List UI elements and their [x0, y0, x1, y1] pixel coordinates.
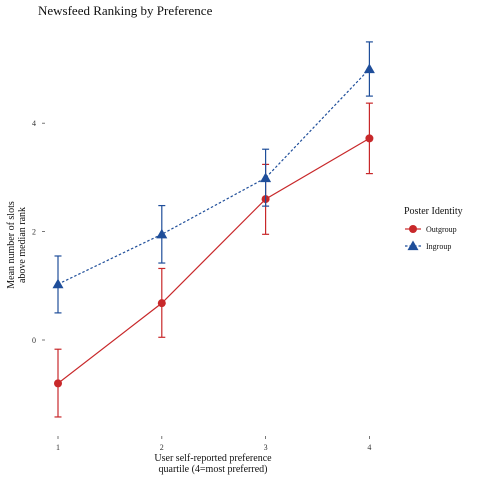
legend-item-ingroup: Ingroup	[405, 240, 451, 251]
series-ingroup	[52, 41, 375, 314]
legend-label: Ingroup	[426, 242, 451, 251]
y-axis-label-line-1: Mean number of slots	[6, 201, 17, 289]
data-point	[260, 172, 272, 183]
x-axis-label: User self-reported preference quartile (…	[154, 453, 272, 475]
chart-title: Newsfeed Ranking by Preference	[38, 3, 213, 18]
legend-title: Poster Identity	[404, 206, 463, 217]
data-point	[156, 228, 168, 239]
axis-ticks: 0 2 4 1 2 3 4	[32, 119, 371, 452]
x-tick-label: 1	[56, 443, 60, 452]
legend-items: Outgroup Ingroup	[405, 225, 457, 251]
series-line	[57, 137, 370, 384]
y-tick-label: 4	[32, 119, 36, 128]
data-point	[157, 299, 166, 308]
legend-marker	[409, 225, 417, 233]
data-point	[54, 379, 62, 388]
y-tick-label: 0	[32, 336, 36, 345]
y-tick-label: 2	[32, 228, 36, 237]
x-axis-label-line-1: User self-reported preference	[154, 453, 272, 464]
series-outgroup	[54, 102, 374, 418]
legend-marker	[407, 240, 419, 251]
series-layer	[52, 41, 375, 418]
legend: Poster Identity Outgroup Ingroup	[404, 206, 463, 251]
legend-item-outgroup: Outgroup	[405, 225, 457, 234]
data-point	[363, 63, 375, 74]
y-axis-label: Mean number of slots above median rank	[6, 201, 28, 289]
x-tick-label: 4	[367, 443, 371, 452]
x-tick-label: 3	[264, 443, 268, 452]
x-axis-label-line-2: quartile (4=most preferred)	[159, 464, 268, 475]
legend-label: Outgroup	[426, 225, 457, 234]
y-axis-label-line-2: above median rank	[17, 207, 28, 283]
data-point	[52, 278, 64, 289]
x-tick-label: 2	[160, 443, 164, 452]
data-point	[365, 134, 374, 143]
